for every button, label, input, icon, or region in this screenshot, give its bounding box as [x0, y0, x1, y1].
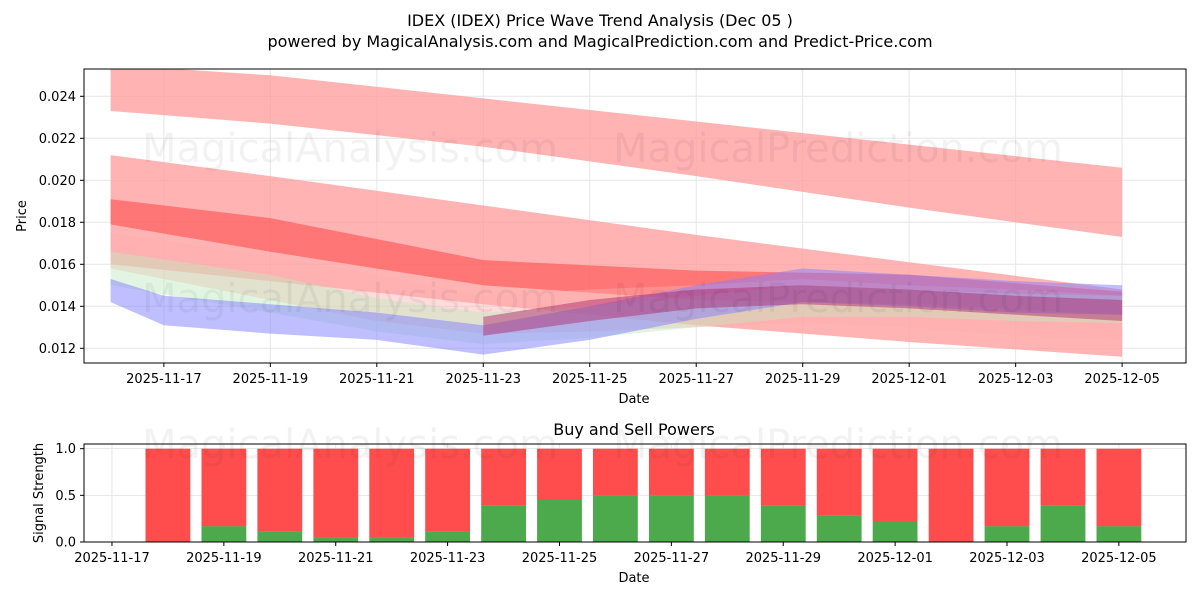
- sell-bar: [928, 448, 974, 542]
- sell-bar: [369, 448, 415, 538]
- buy-bar: [872, 521, 918, 542]
- signal-ticks: 2025-11-17 2025-11-19 2025-11-21 2025-11-23…: [55, 442, 1156, 566]
- buy-bar: [313, 537, 359, 542]
- chart-title: IDEX (IDEX) Price Wave Trend Analysis (D…: [407, 11, 793, 30]
- sell-bar: [145, 448, 191, 542]
- price-xlabel: Date: [618, 392, 649, 407]
- price-ytick-label: 0.012: [39, 342, 76, 357]
- signal-xtick-label: 2025-11-29: [745, 551, 821, 566]
- price-bands: [110, 69, 1123, 357]
- signal-xtick-label: 2025-11-19: [186, 551, 262, 566]
- watermark-analysis-bottom: MagicalAnalysis.com: [142, 422, 558, 468]
- signal-xlabel: Date: [618, 571, 649, 586]
- signal-ytick-label: 0.5: [55, 489, 76, 504]
- price-ytick-label: 0.014: [39, 300, 76, 315]
- price-ylabel: Price: [15, 200, 30, 232]
- sell-bar: [257, 448, 303, 532]
- price-ytick-label: 0.020: [39, 174, 76, 189]
- buy-bar: [593, 495, 638, 542]
- buy-bar: [257, 531, 303, 542]
- sell-bar: [593, 448, 638, 496]
- sell-bar: [1040, 448, 1086, 506]
- signal-title: Buy and Sell Powers: [553, 420, 715, 439]
- buy-bar: [481, 505, 526, 542]
- signal-xtick-label: 2025-11-23: [410, 551, 486, 566]
- buy-bar: [816, 515, 862, 542]
- price-band-6: [483, 285, 1123, 336]
- sell-bar: [481, 448, 526, 506]
- watermark-analysis-mid: MagicalAnalysis.com: [142, 276, 558, 322]
- sell-bar: [872, 448, 918, 522]
- price-xtick-label: 2025-12-03: [978, 372, 1054, 387]
- sell-bar: [984, 448, 1030, 527]
- price-xtick-label: 2025-11-27: [658, 372, 734, 387]
- signal-xtick-label: 2025-11-21: [298, 551, 374, 566]
- signal-axes-frame: [83, 443, 1187, 543]
- buy-bar: [537, 500, 582, 542]
- sell-bar: [816, 448, 862, 516]
- sell-bar: [649, 448, 694, 496]
- buy-bar: [704, 495, 750, 542]
- price-xtick-label: 2025-12-01: [871, 372, 947, 387]
- signal-xtick-label: 2025-12-03: [969, 551, 1045, 566]
- chart-subtitle: powered by MagicalAnalysis.com and Magic…: [267, 32, 932, 51]
- signal-ytick-label: 1.0: [55, 442, 76, 457]
- price-ytick-label: 0.018: [39, 216, 76, 231]
- buy-bar: [425, 531, 470, 542]
- buy-bar: [984, 526, 1030, 542]
- price-xtick-label: 2025-11-25: [552, 372, 628, 387]
- price-panel: MagicalAnalysis.com MagicalPrediction.co…: [15, 68, 1187, 407]
- price-xtick-label: 2025-11-19: [233, 372, 309, 387]
- signal-xtick-label: 2025-11-27: [634, 551, 710, 566]
- watermark-analysis-top: MagicalAnalysis.com: [142, 126, 558, 172]
- watermark-prediction-top: MagicalPrediction.com: [613, 126, 1063, 172]
- price-xtick-label: 2025-11-17: [126, 372, 202, 387]
- buy-bar: [649, 495, 694, 542]
- signal-panel: Buy and Sell Powers MagicalAnalysis.com …: [32, 420, 1187, 586]
- price-ytick-label: 0.024: [39, 90, 76, 105]
- watermark-prediction-bottom: MagicalPrediction.com: [613, 422, 1063, 468]
- sell-bar: [1096, 448, 1142, 527]
- price-ytick-label: 0.022: [39, 132, 76, 147]
- buy-bar: [760, 505, 806, 542]
- signal-bars: [145, 448, 1142, 542]
- price-xtick-label: 2025-11-29: [765, 372, 841, 387]
- signal-xtick-label: 2025-11-25: [522, 551, 598, 566]
- sell-bar: [313, 448, 359, 538]
- signal-ytick-label: 0.0: [55, 536, 76, 551]
- price-ticks: 2025-11-17 2025-11-19 2025-11-21 2025-11-23…: [39, 90, 1160, 387]
- price-band-0: [110, 69, 1123, 237]
- sell-bar: [201, 448, 247, 527]
- price-xtick-label: 2025-11-21: [339, 372, 415, 387]
- signal-xtick-label: 2025-12-05: [1081, 551, 1157, 566]
- signal-xtick-label: 2025-11-17: [74, 551, 150, 566]
- signal-xtick-label: 2025-12-01: [857, 551, 933, 566]
- price-xtick-label: 2025-11-23: [445, 372, 521, 387]
- watermark-prediction-mid: MagicalPrediction.com: [613, 276, 1063, 322]
- sell-bar: [425, 448, 470, 532]
- buy-bar: [1040, 505, 1086, 542]
- price-xtick-label: 2025-12-05: [1084, 372, 1160, 387]
- price-axes-frame: [83, 68, 1187, 364]
- buy-bar: [369, 537, 415, 542]
- buy-bar: [201, 526, 247, 542]
- sell-bar: [704, 448, 750, 496]
- sell-bar: [537, 448, 582, 500]
- buy-bar: [1096, 526, 1142, 542]
- sell-bar: [760, 448, 806, 506]
- price-ytick-label: 0.016: [39, 258, 76, 273]
- signal-ylabel: Signal Strength: [32, 443, 47, 543]
